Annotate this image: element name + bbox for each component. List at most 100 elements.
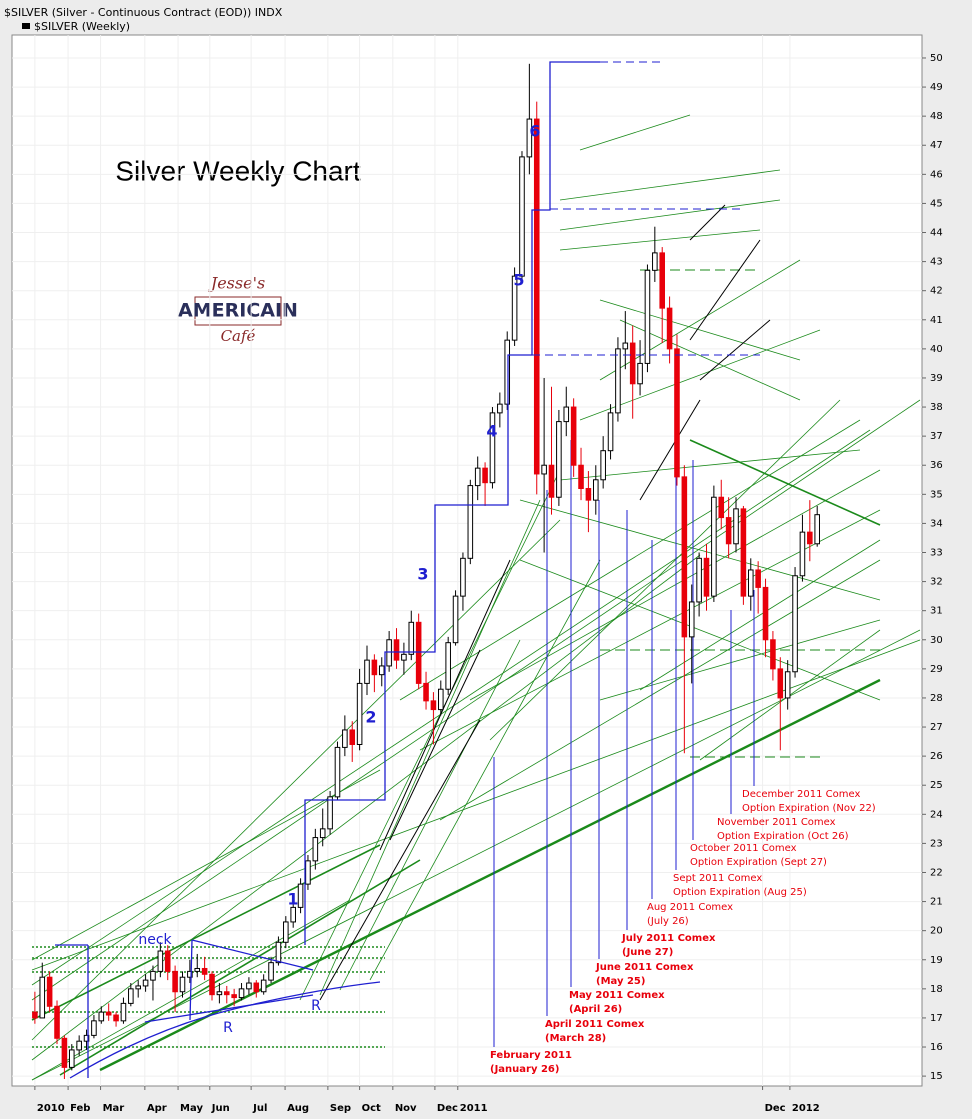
candle-body (541, 464, 547, 475)
trend-line (699, 319, 771, 381)
logo-text: Jesse's (208, 274, 265, 293)
candle-body (164, 950, 171, 972)
candle-body (297, 883, 304, 908)
logo-frame (194, 296, 282, 326)
trend-line (559, 169, 781, 201)
y-tick-label: 17 (930, 1013, 943, 1024)
candle-body (364, 659, 370, 684)
candle-body (83, 1034, 90, 1042)
candle-body (644, 269, 651, 364)
candle-body (452, 595, 459, 644)
candle-body (371, 659, 378, 676)
pattern-label: R (223, 1020, 233, 1036)
trend-line (559, 449, 861, 481)
trend-line (319, 499, 541, 996)
candle-body (703, 557, 710, 597)
candle-body (585, 488, 592, 501)
candle-body (201, 967, 208, 975)
candle-body (334, 746, 341, 798)
candle-body (39, 976, 46, 1019)
y-tick-label: 39 (930, 373, 943, 384)
candle-body (445, 642, 451, 690)
y-tick-label: 38 (930, 402, 943, 413)
candle-body (32, 1011, 38, 1019)
candle-body (290, 906, 296, 923)
y-tick-label: 48 (930, 111, 943, 122)
y-tick-label: 28 (930, 693, 943, 704)
candle-body (681, 476, 688, 638)
trend-line (59, 859, 421, 1076)
candle-body (105, 1011, 112, 1016)
y-tick-label: 16 (930, 1042, 943, 1053)
y-tick-label: 36 (930, 460, 943, 471)
candle-body (762, 586, 769, 641)
annotation: Option Expiration (Oct 26) (717, 831, 849, 842)
wave-label: 3 (417, 565, 428, 584)
trend-line (99, 678, 881, 1072)
x-tick-label: Sep (330, 1103, 351, 1114)
trend-line (639, 539, 881, 691)
candle-body (674, 348, 680, 478)
y-tick-label: 43 (930, 257, 943, 268)
candle-body (711, 496, 717, 597)
y-tick-label: 37 (930, 431, 943, 442)
candle-body (128, 988, 134, 1004)
trend-line (31, 399, 921, 1001)
trend-line (689, 239, 761, 341)
annotation: Option Expiration (Sept 27) (690, 857, 827, 868)
candle-body (246, 982, 252, 990)
trend-line (689, 204, 726, 241)
candle-body (76, 1040, 82, 1051)
candle-body (733, 508, 739, 545)
candle-body (533, 118, 540, 475)
y-tick-label: 23 (930, 838, 943, 849)
trend-line (559, 229, 761, 251)
x-tick-label: 2011 (460, 1103, 488, 1114)
candle-body (777, 668, 784, 699)
y-tick-label: 19 (930, 955, 943, 966)
triangle (55, 939, 381, 1079)
y-tick-label: 32 (930, 577, 943, 588)
x-tick-label: Oct (362, 1103, 381, 1114)
trend-line (31, 844, 381, 1021)
candle-body (209, 973, 215, 996)
annotation: Aug 2011 Comex (647, 902, 733, 913)
candle-body (150, 970, 156, 981)
y-tick-label: 15 (930, 1071, 943, 1082)
y-tick-label: 49 (930, 82, 943, 93)
y-tick-label: 33 (930, 548, 943, 559)
trend-line (389, 649, 481, 841)
candle-body (807, 531, 813, 545)
candle-body (423, 682, 429, 702)
candle-body (401, 653, 407, 661)
y-tick-label: 35 (930, 489, 943, 500)
logo-text: AMERICAIN (178, 300, 298, 322)
x-tick-label: May (180, 1103, 203, 1114)
x-tick-label: Jul (252, 1103, 267, 1114)
candle-body (415, 621, 422, 684)
candle-body (784, 671, 791, 699)
candle-body (327, 796, 333, 830)
candle-body (622, 342, 629, 350)
candle-body (356, 682, 363, 745)
x-tick-label: 2012 (792, 1103, 820, 1114)
candle-body (268, 962, 274, 981)
x-tick-label: Jun (211, 1103, 230, 1114)
y-tick-label: 42 (930, 286, 943, 297)
candle-body (526, 118, 533, 158)
trend-line (319, 719, 481, 1001)
wave-steps (304, 61, 600, 945)
trend-line (399, 419, 861, 701)
x-tick-label: Aug (287, 1103, 309, 1114)
candle-body (54, 1005, 60, 1039)
candle-body (570, 406, 577, 466)
y-tick-label: 20 (930, 926, 943, 937)
candle-body (120, 1002, 127, 1022)
candle-body (652, 252, 658, 271)
y-tick-label: 45 (930, 198, 943, 209)
candle-body (740, 508, 747, 597)
y-tick-label: 31 (930, 606, 943, 617)
candle-body (799, 531, 806, 577)
x-tick-label: Feb (70, 1103, 90, 1114)
candle-body (223, 991, 230, 996)
